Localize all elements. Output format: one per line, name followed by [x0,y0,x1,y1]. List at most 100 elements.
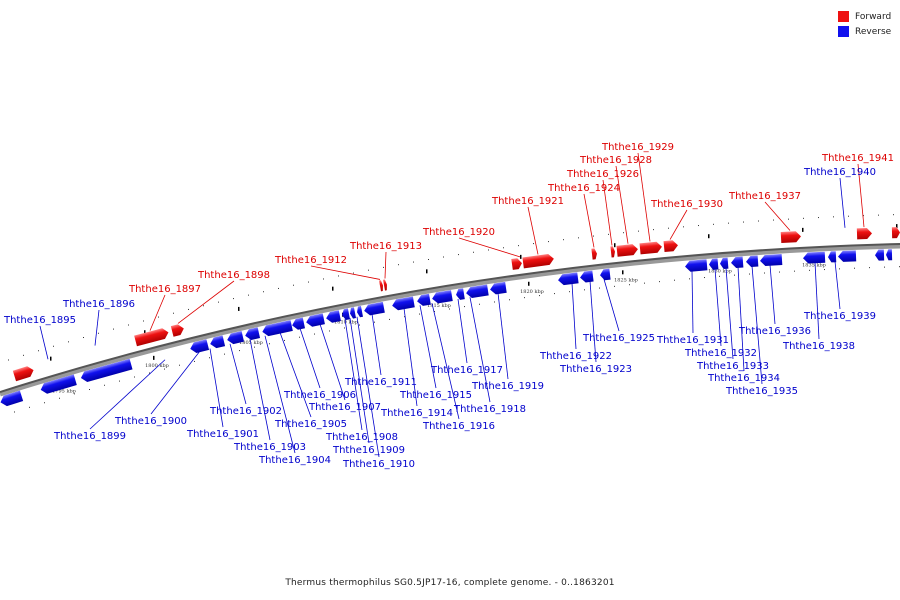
gene-label: Ththe16_1919 [471,381,544,392]
gene-label: Ththe16_1935 [725,386,798,397]
legend-forward-label: Forward [855,11,892,22]
leader-line [419,305,437,389]
genome-caption: Thermus thermophilus SG0.5JP17-16, compl… [285,578,615,588]
reverse-gene [292,317,306,330]
gene-label: Ththe16_1899 [53,431,126,442]
leader-line [431,303,460,420]
dotted-guides [8,214,900,413]
leader-line [834,261,841,310]
reverse-gene [600,268,611,281]
reverse-gene [190,339,210,354]
gene-label: Ththe16_1931 [656,335,729,346]
leader-line [249,339,271,441]
leader-line [571,283,577,350]
minor-tick [614,243,616,248]
leader-line [319,323,346,401]
reverse-gene [746,255,759,267]
reverse-gene [350,307,356,319]
minor-tick [238,306,240,311]
leader-line [403,308,418,407]
gene-labels: Ththe16_1897Ththe16_1898Ththe16_1912Thth… [3,142,894,470]
leader-line [356,316,380,458]
gene-label: Ththe16_1926 [566,169,639,180]
leader-line [344,319,363,431]
gene-label: Ththe16_1940 [803,167,876,178]
leader-line [583,193,595,248]
reverse-gene [306,313,325,327]
minor-tick [50,356,52,361]
gene-label: Ththe16_1903 [233,442,306,453]
leader-line [371,313,382,376]
leader-line [714,268,722,347]
gene-label: Ththe16_1928 [579,155,652,166]
leader-line [264,335,296,454]
reverse-gene [875,249,885,261]
scale-tick [622,270,624,275]
reverse-gene [364,301,385,316]
forward-gene [511,258,522,270]
forward-gene [780,231,801,244]
reverse-gene [245,327,261,341]
minor-tick [802,227,804,232]
gene-label: Ththe16_1897 [128,284,201,295]
legend: Forward Reverse [838,9,898,39]
genome-backbone [0,243,900,393]
forward-gene [856,227,872,240]
gene-label: Ththe16_1909 [332,445,405,456]
leader-line [94,309,100,346]
leader-line [349,318,370,444]
reverse-gene [760,253,783,267]
gene-label: Ththe16_1924 [547,183,620,194]
minor-tick [520,254,522,259]
gene-label: Ththe16_1930 [650,199,723,210]
gene-label: Ththe16_1934 [707,373,780,384]
gene-label: Ththe16_1918 [453,404,526,415]
minor-tick [332,286,334,291]
leader-line [637,152,651,242]
gene-label: Ththe16_1900 [114,416,187,427]
scale-tick-label: 1825 kbp [614,277,638,283]
scale-tick-label: 1795 kbp [52,389,76,395]
leader-line [299,328,321,389]
legend-forward: Forward [838,9,898,24]
reverse-gene [357,305,363,318]
reverse-gene [227,330,245,345]
gene-label: Ththe16_1922 [539,351,612,362]
gene-label: Ththe16_1941 [821,153,894,164]
forward-gene [383,279,387,291]
forward-gene [639,241,662,255]
reverse-gene [417,293,431,306]
gene-label: Ththe16_1908 [325,432,398,443]
reverse-gene [432,290,453,304]
gene-label: Ththe16_1907 [308,402,381,413]
gene-label: Ththe16_1901 [186,429,259,440]
forward-gene [170,324,184,337]
gene-label: Ththe16_1937 [728,191,801,202]
leader-line [669,209,688,240]
forward-gene [891,227,900,239]
reverse-gene [262,320,293,337]
legend-reverse-label: Reverse [855,26,892,37]
leader-line [149,294,166,331]
leader-line [497,292,509,380]
reverse-gene [558,272,579,286]
gene-label: Ththe16_1917 [430,365,503,376]
gene-label: Ththe16_1915 [399,390,472,401]
leader-line [769,264,776,325]
gene-label: Ththe16_1904 [258,455,331,466]
gene-label: Ththe16_1916 [422,421,495,432]
reverse-gene [326,310,341,323]
forward-gene [610,246,615,258]
minor-tick [426,269,428,274]
reverse-gene [886,249,893,261]
reverse-gene [685,259,708,272]
forward-gene [663,240,678,253]
reverse-gene [210,335,226,349]
leader-line [310,265,381,280]
reverse-gene [803,251,826,264]
reverse-swatch [838,26,849,37]
leader-line [469,297,491,403]
gene-label: Ththe16_1929 [601,142,674,153]
gene-label: Ththe16_1936 [738,326,811,337]
reverse-gene [392,296,415,311]
